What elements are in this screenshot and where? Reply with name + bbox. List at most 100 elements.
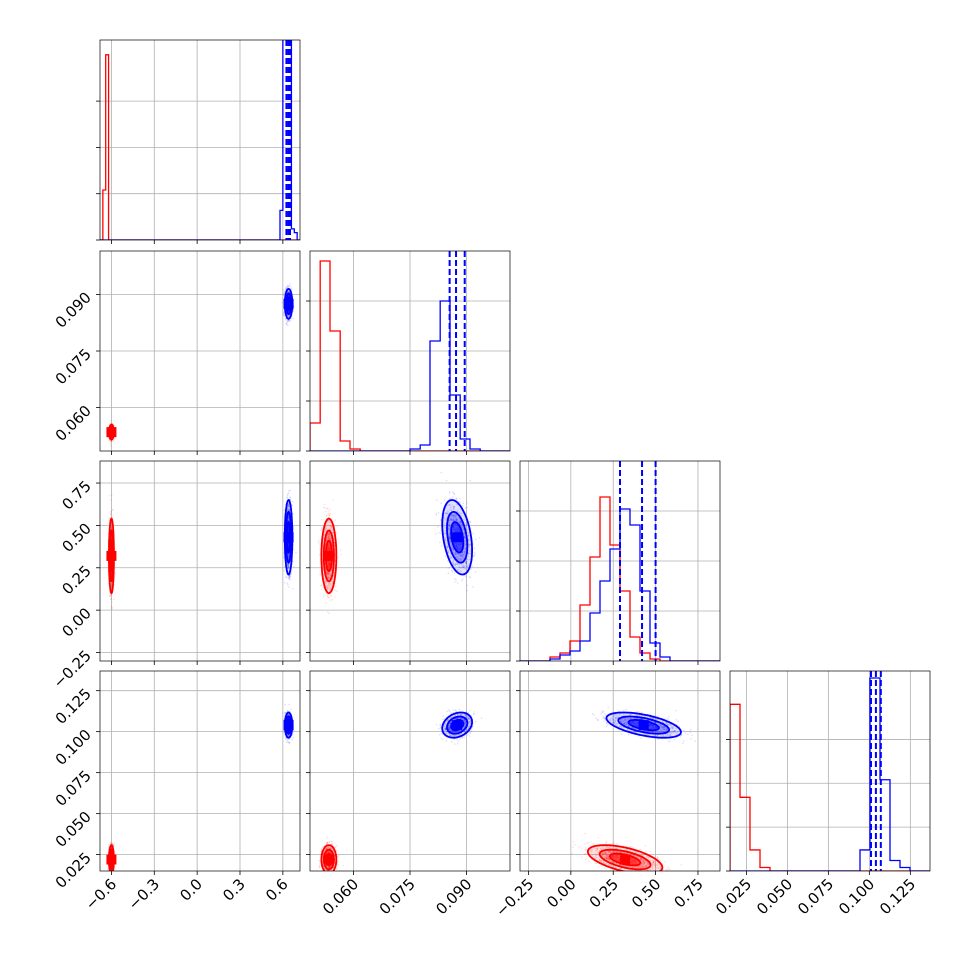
scatter-point — [323, 506, 325, 509]
scatter-point — [288, 508, 290, 511]
scatter-point — [329, 589, 332, 591]
scatter-point — [287, 564, 290, 567]
scatter-point — [325, 530, 327, 532]
y-tick-label: 0.25 — [58, 562, 94, 598]
scatter-point — [288, 490, 290, 492]
scatter-point — [289, 496, 292, 499]
y-tick-label: 0.00 — [58, 604, 94, 640]
scatter-point — [317, 540, 320, 542]
scatter-point — [328, 537, 331, 539]
scatter-point — [320, 588, 323, 591]
scatter-point — [287, 286, 290, 289]
scatter-point — [110, 440, 112, 442]
panel-content — [106, 489, 297, 610]
scatter-point — [325, 572, 328, 574]
panel-frame — [99, 39, 301, 241]
scatter-point — [289, 498, 292, 501]
scatter-point — [325, 570, 328, 572]
scatter-point — [328, 572, 330, 574]
scatter-point — [328, 535, 330, 537]
scatter-point — [327, 573, 329, 575]
scatter-point — [287, 517, 290, 519]
scatter-point — [111, 608, 113, 610]
scatter-point — [109, 442, 112, 445]
scatter-point — [287, 557, 290, 560]
scatter-point — [326, 595, 329, 598]
scatter-point — [327, 572, 330, 574]
scatter-point — [110, 582, 112, 585]
scatter-point — [332, 575, 335, 577]
scatter-point — [327, 577, 329, 579]
scatter-point — [290, 570, 293, 573]
scatter-point — [286, 509, 289, 512]
scatter-point — [329, 575, 332, 577]
scatter-point — [329, 537, 331, 540]
scatter-point — [330, 582, 332, 585]
scatter-point — [287, 314, 290, 317]
scatter-point — [110, 605, 112, 608]
scatter-point — [287, 563, 290, 565]
scatter-point — [328, 537, 331, 539]
scatter-point — [292, 526, 295, 528]
scatter-point — [327, 513, 330, 515]
density-peak — [106, 427, 117, 438]
scatter-point — [334, 589, 337, 591]
scatter-point — [287, 553, 290, 556]
scatter-point — [282, 288, 284, 291]
scatter-point — [287, 503, 290, 506]
scatter-point — [292, 310, 295, 312]
scatter-point — [325, 571, 328, 574]
scatter-point — [283, 556, 285, 558]
scatter-point — [288, 566, 290, 568]
scatter-point — [329, 528, 332, 530]
scatter-point — [324, 581, 327, 584]
scatter-point — [327, 576, 329, 578]
scatter-point — [287, 310, 290, 313]
scatter-point — [327, 576, 330, 579]
scatter-point — [324, 530, 327, 532]
scatter-point — [110, 598, 113, 600]
scatter-point — [334, 519, 337, 521]
scatter-point — [286, 563, 289, 566]
scatter-point — [327, 535, 329, 537]
scatter-point — [326, 507, 328, 510]
scatter-point — [325, 570, 328, 573]
scatter-point — [288, 578, 290, 580]
scatter-point — [282, 313, 284, 315]
scatter-point — [330, 526, 333, 528]
scatter-point — [285, 319, 287, 321]
scatter-point — [287, 564, 289, 567]
scatter-point — [287, 515, 290, 517]
scatter-point — [329, 574, 331, 576]
scatter-point — [329, 521, 332, 524]
scatter-point — [325, 527, 327, 530]
scatter-point — [287, 516, 290, 519]
scatter-point — [327, 574, 330, 576]
scatter-point — [285, 576, 288, 578]
scatter-point — [110, 511, 112, 513]
scatter-point — [329, 583, 331, 586]
scatter-point — [288, 310, 290, 313]
scatter-point — [327, 572, 330, 575]
scatter-point — [108, 517, 110, 520]
panel-content — [100, 40, 300, 240]
scatter-point — [108, 519, 110, 521]
scatter-point — [329, 537, 331, 539]
scatter-point — [327, 572, 329, 574]
scatter-point — [336, 532, 338, 534]
scatter-point — [326, 572, 328, 575]
scatter-point — [289, 496, 291, 499]
scatter-point — [327, 535, 330, 538]
scatter-point — [289, 489, 291, 492]
scatter-point — [328, 521, 331, 524]
scatter-point — [327, 535, 330, 538]
scatter-point — [334, 596, 336, 598]
scatter-point — [327, 575, 329, 578]
scatter-point — [327, 584, 329, 587]
scatter-point — [325, 539, 328, 541]
y-tick-label: 0.060 — [52, 402, 95, 445]
scatter-point — [288, 586, 290, 588]
scatter-point — [113, 440, 115, 442]
scatter-point — [287, 505, 290, 508]
scatter-point — [330, 525, 332, 527]
